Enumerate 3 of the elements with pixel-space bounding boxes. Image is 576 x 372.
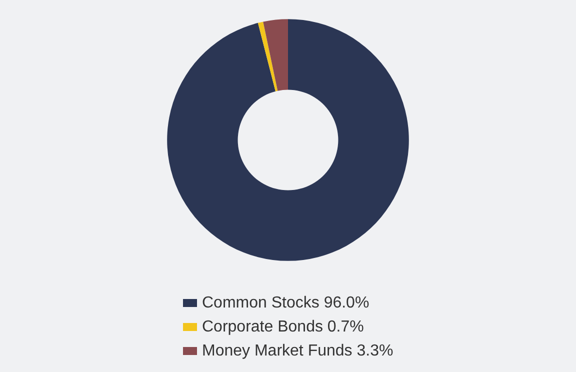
legend-label: Corporate Bonds 0.7% bbox=[202, 318, 364, 336]
legend-label: Common Stocks 96.0% bbox=[202, 294, 370, 312]
legend-label: Money Market Funds 3.3% bbox=[202, 342, 394, 360]
